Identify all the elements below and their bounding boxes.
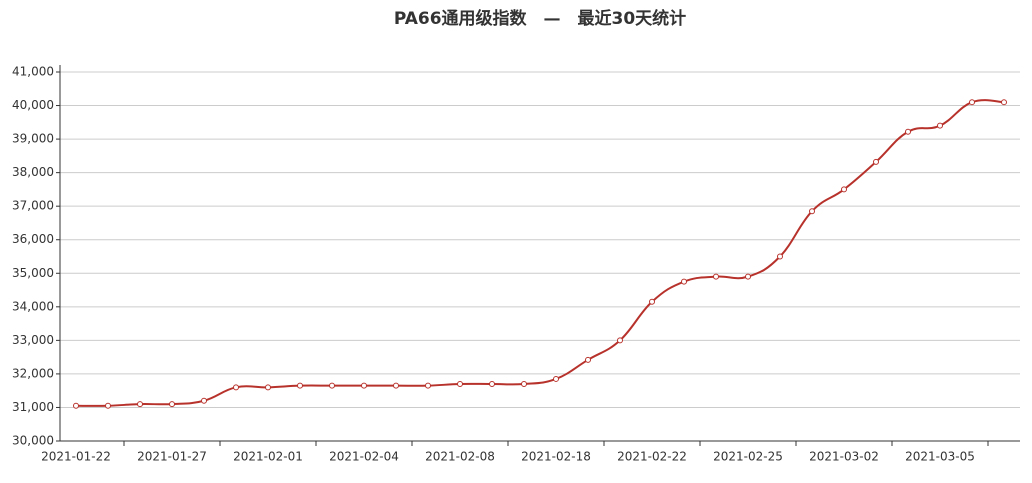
- y-tick-label: 41,000: [12, 65, 54, 79]
- point: [841, 186, 847, 193]
- point: [937, 122, 943, 129]
- point: [105, 402, 111, 409]
- point: [201, 397, 207, 404]
- x-tick-label: 2021-02-18: [521, 450, 591, 464]
- line: [75, 99, 1005, 407]
- point: [137, 401, 143, 408]
- point: [617, 337, 623, 344]
- y-tick-label: 36,000: [12, 232, 54, 246]
- y-tick-label: 40,000: [12, 98, 54, 112]
- point: [73, 402, 79, 409]
- point: [361, 382, 367, 389]
- point: [713, 273, 719, 280]
- y-tick-label: 31,000: [12, 400, 54, 414]
- chart-title: PA66通用级指数 — 最近30天统计: [394, 8, 686, 29]
- point: [905, 128, 911, 135]
- y-tick-label: 34,000: [12, 299, 54, 313]
- point: [329, 382, 335, 389]
- point: [873, 158, 879, 165]
- y-tick-label: 37,000: [12, 199, 54, 213]
- x-tick-label: 2021-02-22: [617, 450, 687, 464]
- point: [457, 380, 463, 387]
- x-tick-label: 2021-03-02: [809, 450, 879, 464]
- x-tick-label: 2021-02-08: [425, 450, 495, 464]
- point: [169, 401, 175, 408]
- x-tick-label: 2021-02-25: [713, 450, 783, 464]
- y-tick-label: 33,000: [12, 333, 54, 347]
- point: [969, 99, 975, 106]
- x-tick-label: 2021-02-01: [233, 450, 303, 464]
- point: [777, 253, 783, 260]
- point: [1001, 99, 1007, 106]
- point: [585, 356, 591, 363]
- point: [489, 380, 495, 387]
- point: [809, 208, 815, 215]
- point: [521, 380, 527, 387]
- y-tick-label: 32,000: [12, 366, 54, 380]
- point: [297, 382, 303, 389]
- point: [553, 375, 559, 382]
- point: [233, 384, 239, 391]
- x-tick-label: 2021-01-27: [137, 450, 207, 464]
- y-tick-label: 30,000: [12, 434, 54, 448]
- y-tick-label: 35,000: [12, 266, 54, 280]
- point: [425, 382, 431, 389]
- point: [681, 278, 687, 285]
- point: [265, 384, 271, 391]
- point: [393, 382, 399, 389]
- y-tick-label: 38,000: [12, 165, 54, 179]
- y-tick-label: 39,000: [12, 132, 54, 146]
- point: [649, 298, 655, 305]
- x-tick-label: 2021-03-05: [905, 450, 975, 464]
- point: [745, 273, 751, 280]
- x-tick-label: 2021-01-22: [41, 450, 111, 464]
- x-tick-label: 2021-02-04: [329, 450, 399, 464]
